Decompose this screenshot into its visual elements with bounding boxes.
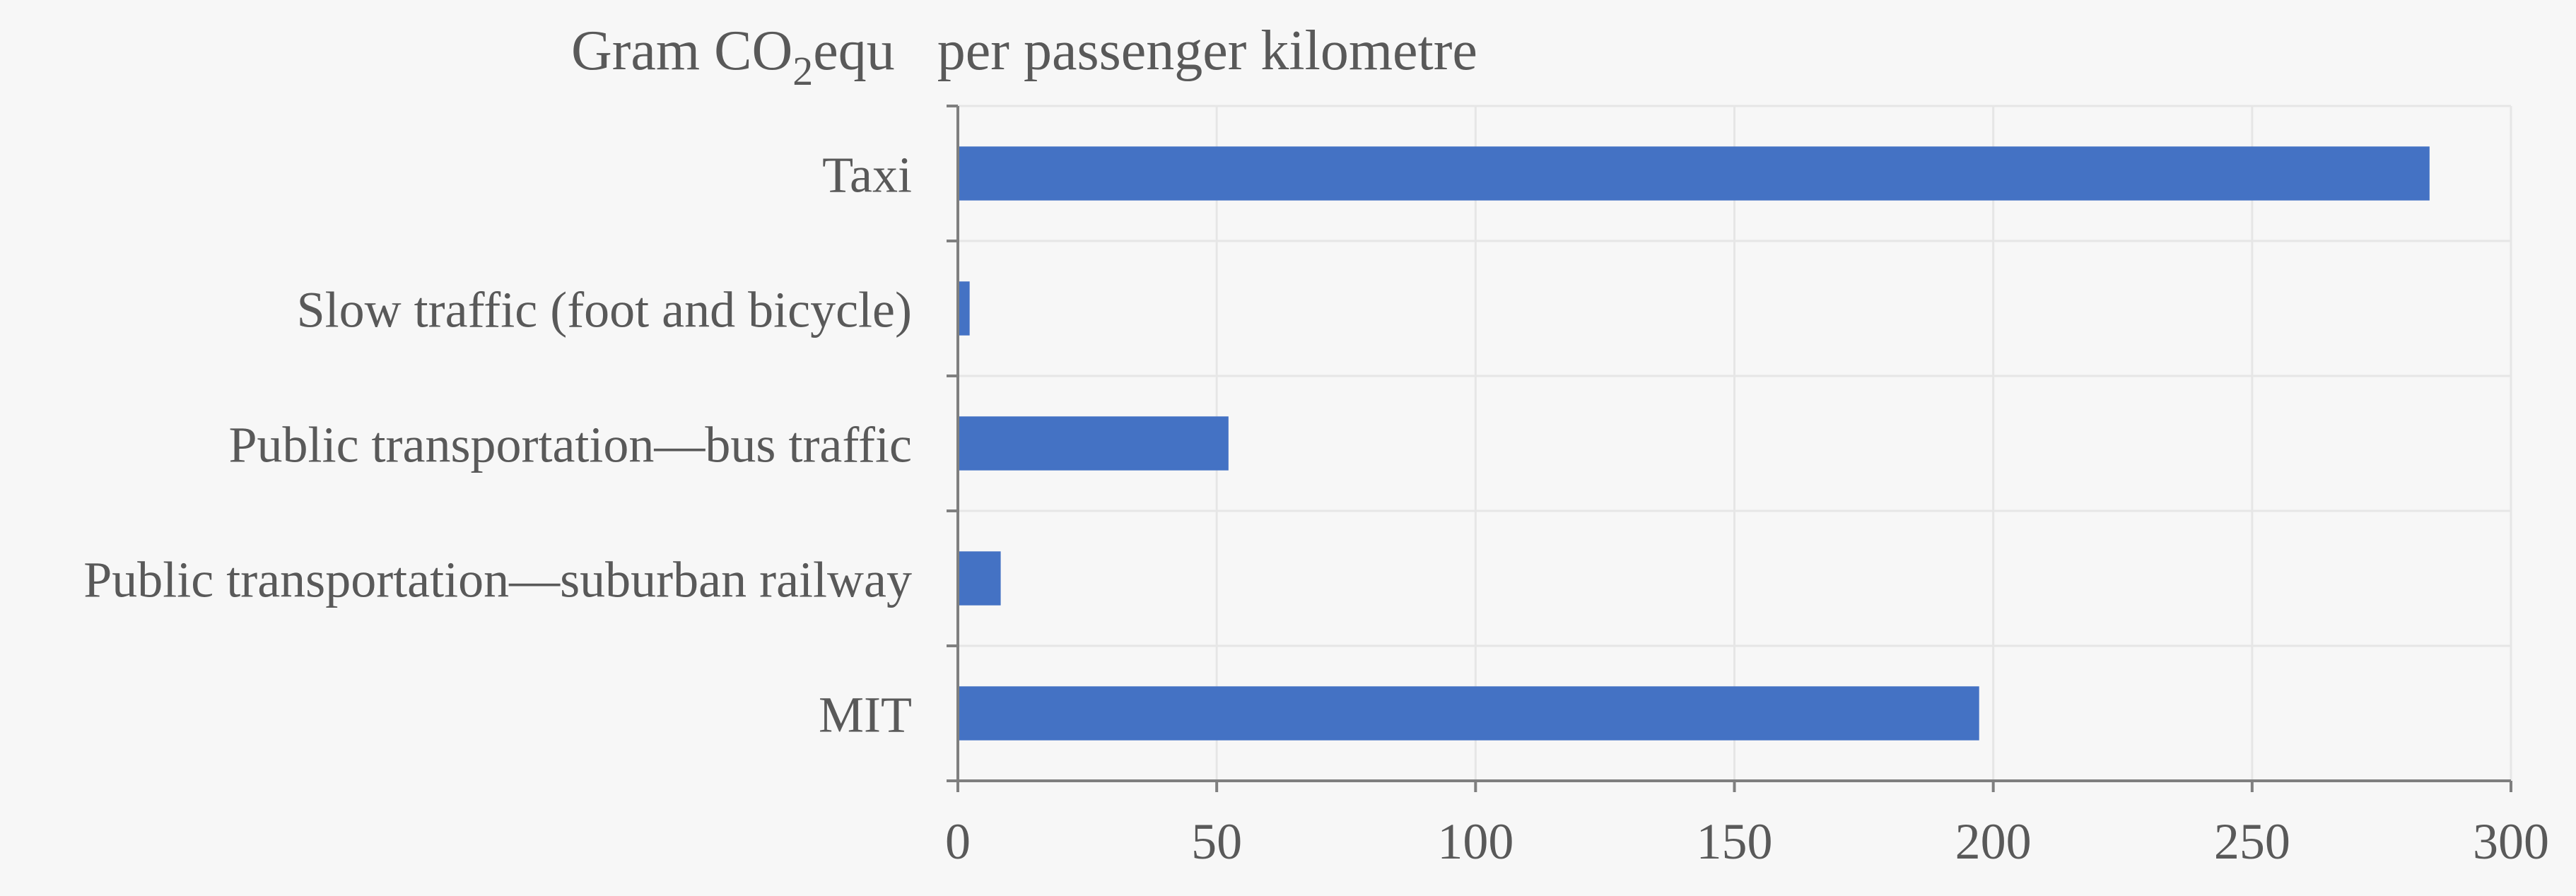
chart-title-prefix: Gram CO xyxy=(571,20,792,82)
category-label: Taxi xyxy=(822,147,912,204)
x-tick-label: 300 xyxy=(2473,813,2549,870)
x-tick-label: 150 xyxy=(1697,813,1773,870)
x-tick-label: 200 xyxy=(1955,813,2032,870)
category-label: MIT xyxy=(819,687,912,743)
axes xyxy=(947,105,2512,792)
x-tick-label: 50 xyxy=(1191,813,1242,870)
x-tick-labels: 0 50 100 150 200 250 300 xyxy=(945,813,2549,870)
x-tick-label: 0 xyxy=(945,813,971,870)
chart-title-subscript: 2 xyxy=(792,48,813,94)
chart-title: Gram CO2equ per passenger kilometre xyxy=(571,20,1477,94)
bar xyxy=(959,416,1229,471)
bars xyxy=(959,146,2430,741)
category-label: Public transportation—suburban railway xyxy=(83,552,912,608)
bar xyxy=(959,281,970,336)
category-labels: Taxi Slow traffic (foot and bicycle) Publi… xyxy=(83,147,912,743)
x-tick-label: 250 xyxy=(2214,813,2290,870)
bar xyxy=(959,686,1979,741)
x-tick-label: 100 xyxy=(1437,813,1514,870)
category-label: Public transportation—bus traffic xyxy=(229,417,912,473)
category-label: Slow traffic (foot and bicycle) xyxy=(297,282,912,338)
chart-title-suffix: equ per passenger kilometre xyxy=(813,20,1477,82)
grid-lines xyxy=(958,105,2512,781)
bar xyxy=(959,551,1001,606)
bar xyxy=(959,146,2430,201)
